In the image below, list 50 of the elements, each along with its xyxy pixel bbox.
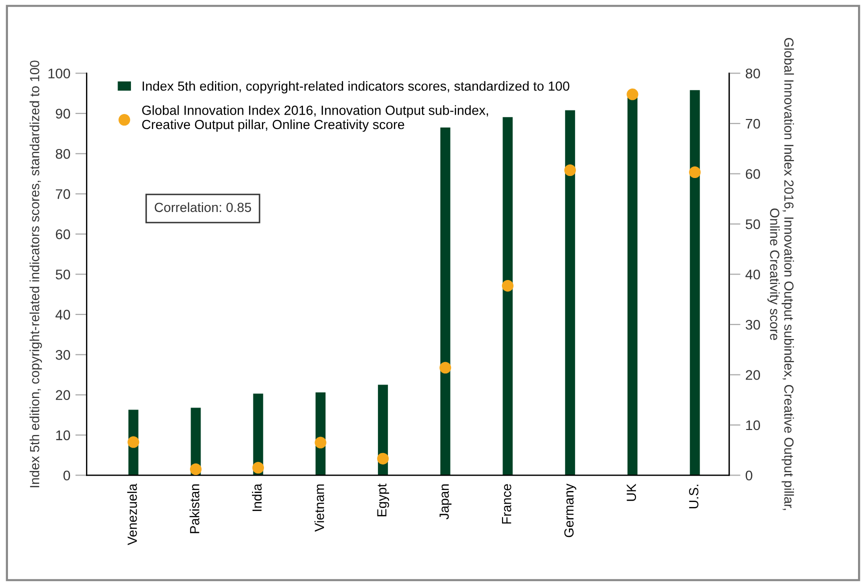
x-tick-label: Vietnam [314, 484, 324, 532]
x-tick-label: Japan [440, 484, 452, 520]
x-tick-label: Venezuela [127, 484, 137, 546]
x-tick-label: France [502, 484, 512, 524]
legend-label: Global Innovation Index 2016, Innovation Output sub-index, Creative Output pillar, Online Creativity score [142, 105, 488, 132]
legend-label: Index 5th edition, copyright-related indicators scores, standardized to 100 [142, 81, 570, 94]
y-tick-label: 70 [56, 189, 70, 200]
y-tick-label: 50 [56, 270, 70, 280]
y2-tick-label: 30 [746, 320, 760, 330]
y-axis-title: Index 5th edition, copyright-related indicators scores, standardized to 100 [30, 60, 42, 488]
point [252, 462, 264, 474]
bar [690, 90, 700, 476]
y2-tick-label: 10 [746, 420, 760, 430]
y-tick-label: 90 [56, 108, 70, 119]
y-tick-label: 60 [56, 229, 70, 240]
x-tick-label: India [252, 484, 262, 511]
x-tick-label: UK [626, 484, 636, 501]
y2-axis-title: Global Innovation Index 2016, Innovation Output subindex, Creative Output pillar, Online Creativity score [767, 38, 794, 510]
y-tick-label: 80 [56, 148, 70, 159]
x-tick-label: Germany [564, 484, 576, 538]
y-tick-label: 0 [63, 470, 70, 480]
point [564, 164, 576, 176]
bar [440, 128, 450, 476]
y2-tick-label: 80 [746, 68, 760, 78]
point [626, 88, 638, 100]
point [314, 436, 326, 448]
point [689, 166, 701, 178]
y2-tick-label: 40 [745, 270, 760, 280]
x-tick-label: Egypt [377, 484, 390, 516]
y2-tick-label: 60 [746, 169, 760, 179]
y2-tick-label: 70 [746, 118, 760, 129]
point [502, 280, 514, 292]
bar [502, 117, 513, 476]
bar [627, 97, 638, 476]
x-tick-label: Pakistan [190, 484, 200, 534]
y-tick-label: 40 [56, 310, 70, 320]
annotation: Correlation: 0.85 [154, 202, 252, 212]
y-tick-label: 100 [48, 68, 70, 78]
y-tick-label: 30 [56, 350, 70, 360]
point [190, 463, 202, 476]
y-tick-label: 10 [56, 430, 70, 440]
point [128, 436, 140, 448]
point [377, 452, 389, 464]
bar [565, 110, 576, 476]
y2-tick-label: 20 [746, 370, 760, 380]
y2-tick-label: 50 [746, 219, 760, 230]
y-tick-label: 20 [56, 390, 70, 400]
point [440, 362, 452, 374]
x-tick-label: U.S. [689, 484, 698, 508]
y2-tick-label: 0 [746, 470, 752, 480]
